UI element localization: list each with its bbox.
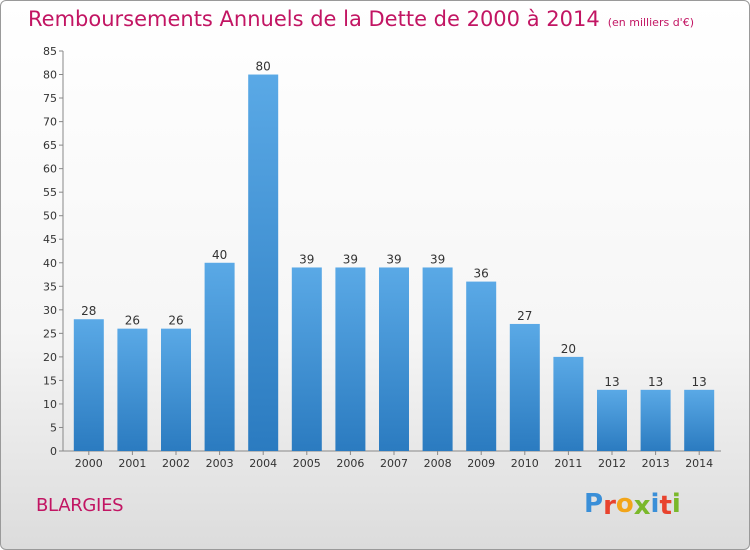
x-tick-label-2003: 2003 [206, 457, 234, 470]
x-tick-label-2006: 2006 [336, 457, 364, 470]
x-tick-label-2009: 2009 [467, 457, 495, 470]
bar-2012 [597, 389, 627, 451]
data-label-2012: 13 [604, 375, 619, 389]
x-tick-label-2014: 2014 [685, 457, 713, 470]
data-label-2014: 13 [692, 375, 707, 389]
bar-2008 [422, 267, 453, 451]
y-tick-label: 20 [43, 351, 57, 364]
data-labels-group: 28 26 26 40 80 39 39 39 39 36 27 20 13 13 13 [81, 60, 707, 389]
data-label-2004: 80 [256, 60, 271, 74]
logo-letter: P [584, 489, 604, 519]
x-tick-label-2010: 2010 [511, 457, 539, 470]
y-tick-label: 30 [43, 304, 57, 317]
x-tick-label-2013: 2013 [642, 457, 670, 470]
y-tick-label: 0 [50, 445, 57, 458]
logo-letter: t [659, 491, 672, 521]
commune-name: BLARGIES [36, 495, 124, 516]
x-tick-label-2007: 2007 [380, 457, 408, 470]
y-tick-label: 40 [43, 257, 57, 270]
y-tick-label: 80 [43, 69, 57, 82]
y-tick-label: 55 [43, 186, 57, 199]
bar-2013 [640, 389, 671, 451]
x-tick-label-2012: 2012 [598, 457, 626, 470]
proxiti-logo: Proxiti [584, 489, 681, 521]
data-label-2011: 20 [561, 342, 576, 356]
y-tick-label: 10 [43, 398, 57, 411]
data-label-2002: 26 [168, 314, 183, 328]
bar-2006 [335, 267, 366, 451]
y-tick-label: 65 [43, 139, 57, 152]
bar-2007 [379, 267, 409, 451]
y-tick-label: 45 [43, 233, 57, 246]
axes: 0 5 10 15 20 25 30 35 40 45 50 55 60 65 70 75 80 85 2000 20… [43, 45, 721, 470]
x-tick-label-2001: 2001 [118, 457, 146, 470]
bars-group [73, 74, 715, 451]
y-tick-label: 70 [43, 116, 57, 129]
y-tick-label: 60 [43, 163, 57, 176]
x-tick-label-2005: 2005 [293, 457, 321, 470]
data-label-2009: 36 [474, 267, 489, 281]
bar-2004 [248, 74, 279, 451]
logo-letter: i [650, 489, 660, 519]
chart-title: Remboursements Annuels de la Dette de 20… [28, 7, 694, 31]
bar-2003 [204, 262, 235, 451]
logo-letter: i [671, 489, 681, 519]
bar-2001 [117, 328, 148, 451]
bar-2010 [509, 323, 540, 451]
data-label-2013: 13 [648, 375, 663, 389]
y-tick-label: 75 [43, 92, 57, 105]
y-tick-label: 15 [43, 374, 57, 387]
y-tick-label: 50 [43, 210, 57, 223]
chart-title-text: Remboursements Annuels de la Dette de 20… [28, 7, 600, 31]
y-tick-label: 25 [43, 327, 57, 340]
data-label-2000: 28 [81, 304, 96, 318]
bar-2014 [684, 389, 715, 451]
bar-2002 [161, 328, 191, 451]
logo-letter: r [603, 491, 616, 521]
y-tick-label: 5 [50, 421, 57, 434]
x-tick-label-2004: 2004 [249, 457, 277, 470]
data-label-2001: 26 [125, 314, 140, 328]
x-tick-label-2008: 2008 [424, 457, 452, 470]
chart-subtitle: (en milliers d'€) [607, 16, 694, 29]
logo-letter: x [633, 491, 651, 521]
data-label-2010: 27 [517, 309, 532, 323]
data-label-2007: 39 [386, 252, 401, 266]
bar-2005 [291, 267, 322, 451]
bar-2011 [553, 356, 584, 451]
data-label-2005: 39 [299, 252, 314, 266]
logo-letter: o [615, 489, 634, 519]
data-label-2008: 39 [430, 252, 445, 266]
x-tick-label-2000: 2000 [75, 457, 103, 470]
bar-2000 [73, 319, 104, 451]
x-tick-label-2002: 2002 [162, 457, 190, 470]
y-tick-label: 85 [43, 45, 57, 58]
x-tick-label-2011: 2011 [554, 457, 582, 470]
y-tick-label: 35 [43, 280, 57, 293]
bar-2009 [466, 281, 497, 451]
data-label-2003: 40 [212, 248, 227, 262]
data-label-2006: 39 [343, 252, 358, 266]
